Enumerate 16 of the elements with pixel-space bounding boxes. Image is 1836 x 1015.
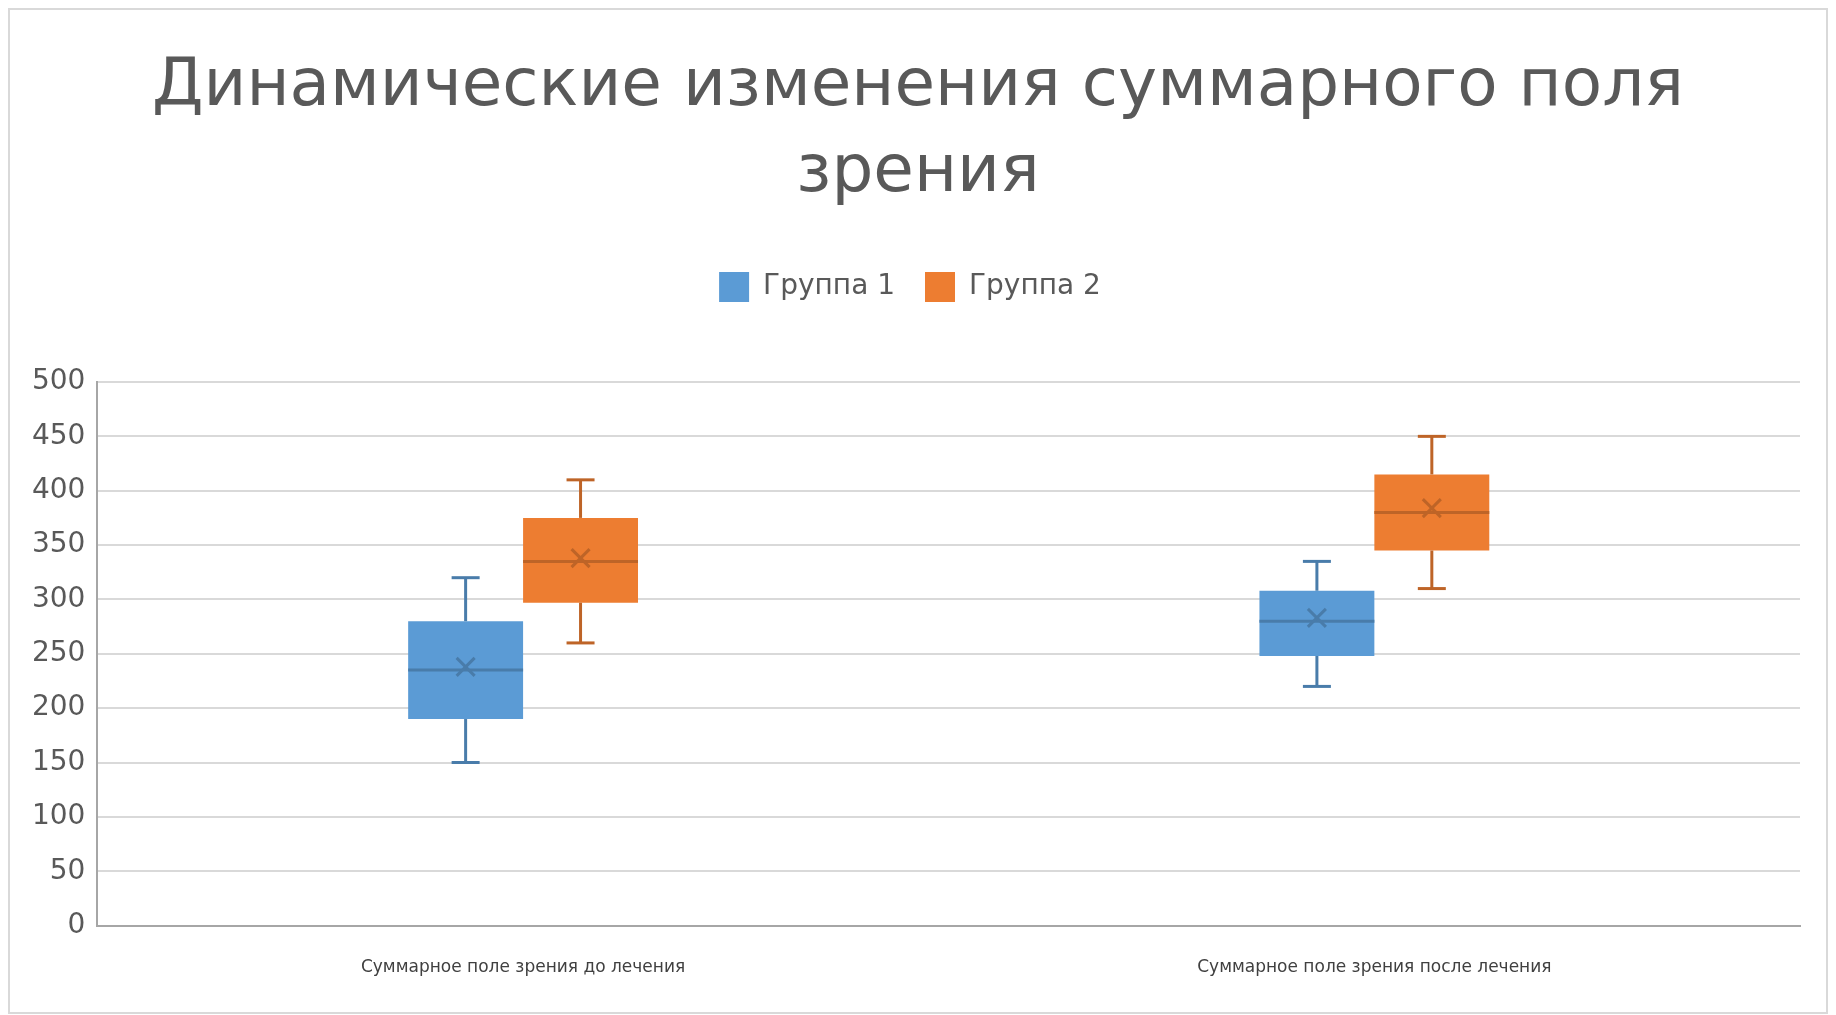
y-tick-label: 300 [31,580,86,614]
y-tick-label: 350 [31,525,86,559]
y-tick-label: 100 [31,797,86,831]
y-tick-label: 0 [67,906,86,940]
y-tick-label: 450 [31,417,86,451]
legend-label: Группа 1 [763,267,895,301]
y-tick-label: 400 [31,471,86,505]
chart-title: Динамические изменения суммарного поля зрения [150,43,1686,209]
y-tick-label: 250 [31,634,86,668]
legend-label: Группа 2 [969,267,1101,301]
y-tick-label: 50 [49,852,86,886]
y-tick-label: 200 [31,689,86,723]
x-tick-label: Суммарное поле зрения до лечения [360,955,686,976]
y-tick-label: 500 [31,362,86,396]
y-tick-label: 150 [31,743,86,777]
x-tick-label: Суммарное поле зрения после лечения [1197,955,1552,976]
